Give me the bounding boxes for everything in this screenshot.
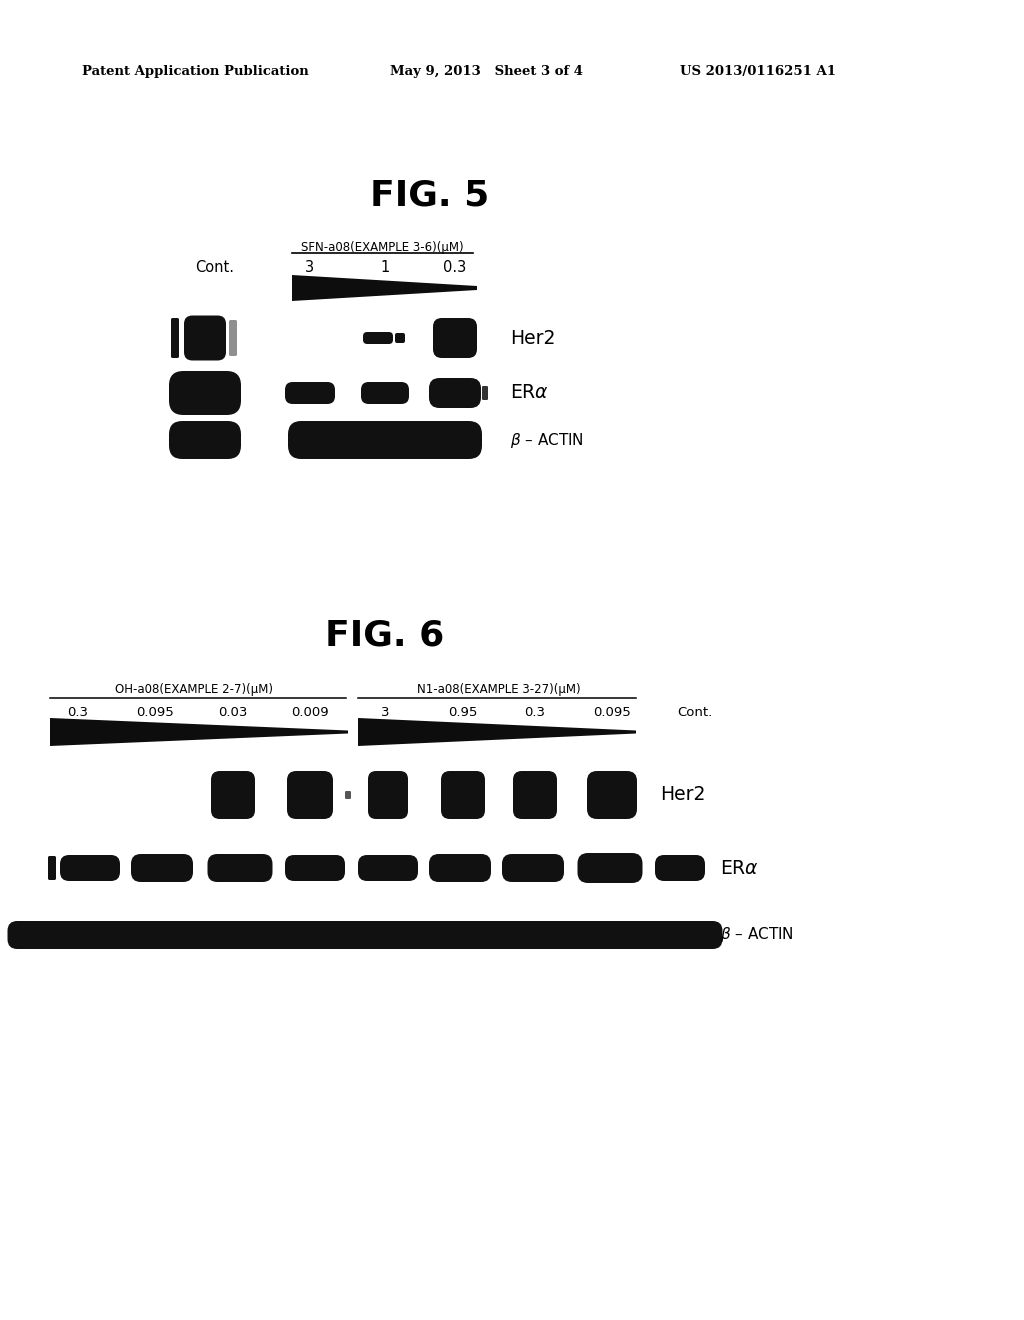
FancyBboxPatch shape bbox=[285, 381, 335, 404]
Text: 0.095: 0.095 bbox=[593, 705, 631, 718]
Polygon shape bbox=[358, 718, 636, 746]
FancyBboxPatch shape bbox=[229, 319, 237, 356]
FancyBboxPatch shape bbox=[429, 854, 490, 882]
Text: 0.3: 0.3 bbox=[524, 705, 546, 718]
FancyBboxPatch shape bbox=[482, 385, 488, 400]
FancyBboxPatch shape bbox=[395, 333, 406, 343]
Text: 0.03: 0.03 bbox=[218, 705, 248, 718]
Text: 3: 3 bbox=[305, 260, 314, 276]
Text: SFN-a08(EXAMPLE 3-6)(μM): SFN-a08(EXAMPLE 3-6)(μM) bbox=[301, 240, 464, 253]
FancyBboxPatch shape bbox=[184, 315, 226, 360]
Text: 1: 1 bbox=[380, 260, 389, 276]
FancyBboxPatch shape bbox=[285, 855, 345, 880]
FancyBboxPatch shape bbox=[208, 854, 272, 882]
Text: Her2: Her2 bbox=[660, 785, 706, 804]
FancyBboxPatch shape bbox=[287, 771, 333, 818]
Text: US 2013/0116251 A1: US 2013/0116251 A1 bbox=[680, 66, 836, 78]
Text: $\beta$ – ACTIN: $\beta$ – ACTIN bbox=[720, 925, 794, 945]
FancyBboxPatch shape bbox=[169, 371, 241, 414]
Text: 0.095: 0.095 bbox=[136, 705, 174, 718]
FancyBboxPatch shape bbox=[655, 855, 705, 880]
Text: 3: 3 bbox=[381, 705, 389, 718]
Text: $\beta$ – ACTIN: $\beta$ – ACTIN bbox=[510, 430, 584, 450]
Text: 0.3: 0.3 bbox=[443, 260, 467, 276]
FancyBboxPatch shape bbox=[441, 771, 485, 818]
Text: FIG. 6: FIG. 6 bbox=[326, 618, 444, 652]
Text: May 9, 2013   Sheet 3 of 4: May 9, 2013 Sheet 3 of 4 bbox=[390, 66, 583, 78]
FancyBboxPatch shape bbox=[433, 318, 477, 358]
FancyBboxPatch shape bbox=[171, 318, 179, 358]
FancyBboxPatch shape bbox=[587, 771, 637, 818]
Text: 0.95: 0.95 bbox=[449, 705, 477, 718]
FancyBboxPatch shape bbox=[358, 855, 418, 880]
Text: N1-a08(EXAMPLE 3-27)(μM): N1-a08(EXAMPLE 3-27)(μM) bbox=[417, 684, 581, 697]
Text: OH-a08(EXAMPLE 2-7)(μM): OH-a08(EXAMPLE 2-7)(μM) bbox=[115, 684, 273, 697]
FancyBboxPatch shape bbox=[288, 421, 482, 459]
Text: Patent Application Publication: Patent Application Publication bbox=[82, 66, 309, 78]
FancyBboxPatch shape bbox=[502, 854, 564, 882]
FancyBboxPatch shape bbox=[211, 771, 255, 818]
FancyBboxPatch shape bbox=[429, 378, 481, 408]
FancyBboxPatch shape bbox=[362, 333, 393, 345]
Text: Cont.: Cont. bbox=[196, 260, 234, 276]
FancyBboxPatch shape bbox=[361, 381, 409, 404]
Text: ER$\alpha$: ER$\alpha$ bbox=[720, 858, 759, 878]
FancyBboxPatch shape bbox=[368, 771, 408, 818]
FancyBboxPatch shape bbox=[48, 855, 56, 880]
Text: 0.3: 0.3 bbox=[68, 705, 88, 718]
Text: ER$\alpha$: ER$\alpha$ bbox=[510, 384, 549, 403]
Polygon shape bbox=[50, 718, 348, 746]
FancyBboxPatch shape bbox=[345, 791, 351, 799]
Text: FIG. 5: FIG. 5 bbox=[371, 178, 489, 213]
Polygon shape bbox=[292, 275, 477, 301]
FancyBboxPatch shape bbox=[578, 853, 642, 883]
FancyBboxPatch shape bbox=[7, 921, 723, 949]
FancyBboxPatch shape bbox=[169, 421, 241, 459]
FancyBboxPatch shape bbox=[513, 771, 557, 818]
Text: Her2: Her2 bbox=[510, 329, 555, 347]
FancyBboxPatch shape bbox=[131, 854, 193, 882]
Text: Cont.: Cont. bbox=[677, 705, 713, 718]
Text: 0.009: 0.009 bbox=[291, 705, 329, 718]
FancyBboxPatch shape bbox=[60, 855, 120, 880]
